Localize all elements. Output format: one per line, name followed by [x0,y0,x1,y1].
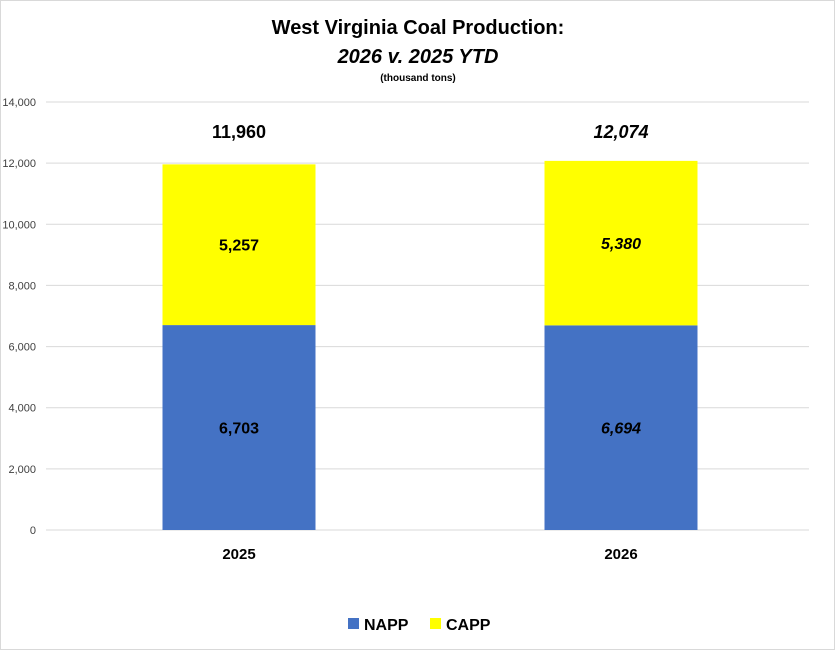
chart-title: West Virginia Coal Production: [272,17,565,39]
y-tick-label: 12,000 [2,158,36,170]
bar-capp-2025 [162,164,316,326]
x-tick-label: 2025 [222,546,255,563]
total-label: 12,074 [593,122,648,142]
chart-subtitle: 2026 v. 2025 YTD [337,46,499,68]
bar-napp-2025 [162,325,316,530]
data-label: 5,257 [219,238,259,255]
bar-capp-2026 [544,160,698,326]
y-tick-label: 14,000 [2,97,36,109]
y-tick-label: 2,000 [8,464,36,476]
y-tick-label: 0 [30,525,36,537]
legend-label-napp: NAPP [364,617,409,634]
chart-units: (thousand tons) [380,73,456,84]
data-label: 6,703 [219,421,259,438]
y-tick-label: 8,000 [8,280,36,292]
y-tick-label: 4,000 [8,403,36,415]
y-tick-label: 10,000 [2,219,36,231]
legend-label-capp: CAPP [446,617,491,634]
bar-napp-2026 [544,325,698,530]
legend-swatch-capp [430,618,441,629]
legend-swatch-napp [348,618,359,629]
data-label: 6,694 [601,421,641,438]
y-tick-label: 6,000 [8,342,36,354]
x-tick-label: 2026 [604,546,637,563]
data-label: 5,380 [601,236,641,253]
total-label: 11,960 [212,122,266,142]
